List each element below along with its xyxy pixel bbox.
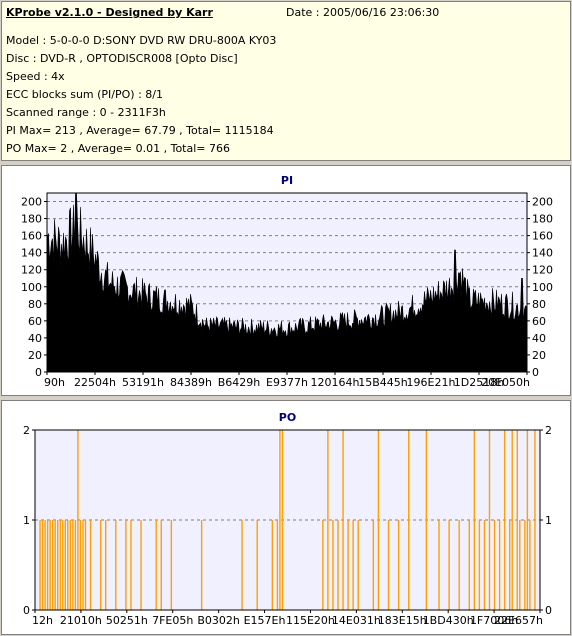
pi-ytick-label-right-5: 100: [532, 281, 553, 294]
po-xtick-label-8: 183E15h: [378, 614, 427, 627]
pi-chart-title: PI: [281, 174, 293, 187]
range-line: Scanned range : 0 - 2311F3h: [6, 106, 166, 119]
po-xtick-label-6: 115E20h: [286, 614, 335, 627]
po-xtick-label-11: 22E657h: [494, 614, 543, 627]
po-xtick-label-9: 1BD430h: [423, 614, 474, 627]
pi-ytick-label-left-1: 20: [28, 349, 42, 362]
app-title: KProbe v2.1.0 - Designed by Karr: [6, 6, 213, 19]
pi-chart: PI 0 0 20 20 40 40 60 60 80 80 100 100 120 120 140 140 16…: [21, 174, 553, 389]
po-stats-line: PO Max= 2 , Average= 0.01 , Total= 766: [6, 142, 230, 155]
pi-xtick-label-4: B6429h: [218, 376, 261, 389]
pi-xtick-label-1: 22504h: [74, 376, 116, 389]
pi-ytick-label-right-4: 80: [532, 298, 546, 311]
pi-ytick-label-left-5: 100: [21, 281, 42, 294]
pi-xtick-label-0: 90h: [44, 376, 65, 389]
pi-xtick-label-2: 53191h: [122, 376, 164, 389]
po-xtick-label-1: 21010h: [60, 614, 102, 627]
po-ytick-label-right-0: 0: [545, 604, 552, 617]
pi-ytick-label-left-6: 120: [21, 264, 42, 277]
pi-ytick-label-right-2: 40: [532, 332, 546, 345]
info-panel: KProbe v2.1.0 - Designed by Karr Date : …: [1, 1, 571, 161]
po-xtick-label-3: 7FE05h: [152, 614, 193, 627]
pi-xtick-label-8: 196E21h: [407, 376, 456, 389]
po-ytick-label-left-1: 1: [23, 514, 30, 527]
pi-xtick-label-9: 1D2518h: [454, 376, 504, 389]
pi-series-area: [46, 192, 528, 373]
pi-ytick-label-right-3: 60: [532, 315, 546, 328]
pi-xtick-label-5: E9377h: [266, 376, 308, 389]
pi-ytick-label-right-10: 200: [532, 196, 553, 209]
pi-ytick-label-left-8: 160: [21, 230, 42, 243]
po-xtick-label-7: 14E031h: [332, 614, 381, 627]
pi-ytick-label-right-9: 180: [532, 213, 553, 226]
pi-xtick-label-10: 20E050h: [481, 376, 530, 389]
pi-ytick-label-right-8: 160: [532, 230, 553, 243]
po-xtick-label-5: E157Eh: [244, 614, 286, 627]
po-ytick-label-right-2: 2: [545, 424, 552, 437]
pi-ytick-label-right-0: 0: [532, 366, 539, 379]
speed-line: Speed : 4x: [6, 70, 65, 83]
pi-ytick-label-left-4: 80: [28, 298, 42, 311]
pi-ytick-label-left-3: 60: [28, 315, 42, 328]
po-xtick-label-2: 50251h: [106, 614, 148, 627]
pi-ytick-label-right-1: 20: [532, 349, 546, 362]
po-ytick-label-left-2: 2: [23, 424, 30, 437]
po-chart-title: PO: [279, 411, 296, 424]
po-xtick-label-10: 1F7006h: [470, 614, 518, 627]
pi-ytick-label-left-10: 200: [21, 196, 42, 209]
po-chart-panel: PO 0 0 1 1 2 2 12h 21010h 50251h 7FE05h B0302h E157E…: [1, 400, 571, 635]
po-chart: PO 0 0 1 1 2 2 12h 21010h 50251h 7FE05h B0302h E157E…: [23, 411, 552, 627]
disc-line: Disc : DVD-R , OPTODISCR008 [Opto Disc]: [6, 52, 238, 65]
pi-ytick-label-right-7: 140: [532, 247, 553, 260]
pi-xtick-label-6: 120164h: [311, 376, 360, 389]
pi-stats-line: PI Max= 213 , Average= 67.79 , Total= 11…: [6, 124, 274, 137]
pi-ytick-label-left-9: 180: [21, 213, 42, 226]
pi-ytick-label-left-0: 0: [35, 366, 42, 379]
po-ytick-label-right-1: 1: [545, 514, 552, 527]
pi-ytick-label-left-2: 40: [28, 332, 42, 345]
pi-ytick-label-left-7: 140: [21, 247, 42, 260]
pi-xtick-label-3: 84389h: [170, 376, 212, 389]
ecc-line: ECC blocks sum (PI/PO) : 8/1: [6, 88, 163, 101]
po-plot-border: [34, 429, 541, 611]
pi-chart-panel: PI 0 0 20 20 40 40 60 60 80 80 100 100 120 120 140 140 16…: [1, 165, 571, 396]
pi-ytick-label-right-6: 120: [532, 264, 553, 277]
pi-xtick-label-7: 15B445h: [358, 376, 408, 389]
po-ytick-label-left-0: 0: [23, 604, 30, 617]
po-xtick-label-4: B0302h: [197, 614, 240, 627]
scan-date: Date : 2005/06/16 23:06:30: [286, 6, 440, 19]
po-xtick-label-0: 12h: [32, 614, 53, 627]
model-line: Model : 5-0-0-0 D:SONY DVD RW DRU-800A K…: [6, 34, 277, 47]
